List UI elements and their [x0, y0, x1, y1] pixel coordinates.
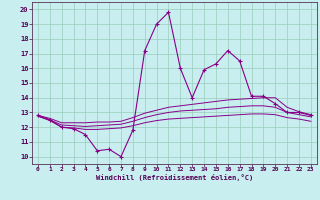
- X-axis label: Windchill (Refroidissement éolien,°C): Windchill (Refroidissement éolien,°C): [96, 174, 253, 181]
